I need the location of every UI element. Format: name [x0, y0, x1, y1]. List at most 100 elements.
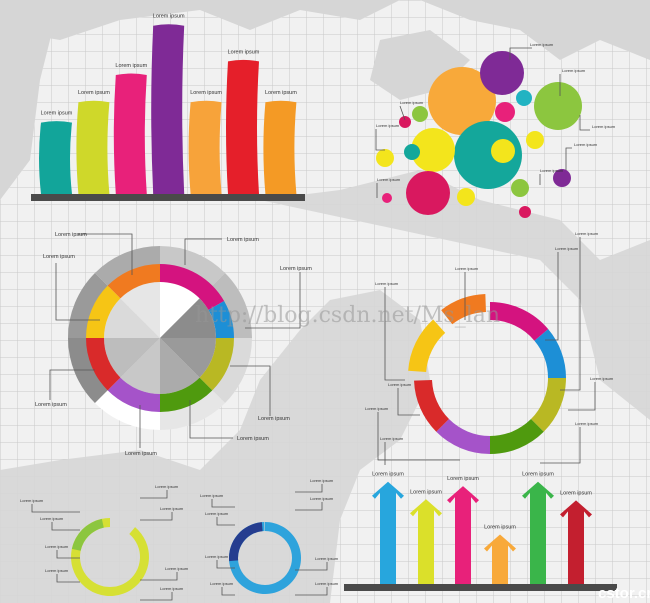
ring-segment: [160, 264, 225, 310]
leader-line: [295, 502, 323, 511]
label: Lorem ipsum: [555, 246, 579, 251]
label: Lorem ipsum: [560, 490, 592, 496]
leader-line: [216, 517, 235, 526]
outer-grey-segment: [160, 246, 226, 288]
label: Lorem ipsum: [200, 493, 224, 498]
label: Lorem ipsum: [530, 42, 554, 47]
leader-line: [78, 233, 133, 275]
label: Lorem ipsum: [522, 472, 554, 478]
ring-segment-exploded: [441, 294, 486, 325]
ring-segment: [199, 338, 234, 391]
label: Lorem ipsum: [310, 496, 334, 501]
ring-segment: [490, 419, 544, 454]
label: Lorem ipsum: [592, 124, 616, 129]
bubble: [428, 67, 496, 135]
label: Lorem ipsum: [210, 581, 234, 586]
leader-line: [295, 587, 328, 596]
bar: [226, 59, 259, 195]
bar: [263, 100, 297, 194]
inner-pie-wedge: [160, 338, 216, 378]
label: Lorem ipsum: [45, 544, 69, 549]
ring-segment: [490, 302, 549, 341]
outer-grey-segment: [160, 388, 226, 430]
bar-baseline: [31, 194, 305, 201]
ring-segment: [107, 264, 160, 299]
inner-pie-wedge: [120, 338, 160, 394]
leader-line: [140, 490, 168, 499]
leader-line: [184, 238, 222, 265]
label: Lorem ipsum: [205, 511, 229, 516]
label: Lorem ipsum: [388, 382, 412, 387]
label: Lorem ipsum: [377, 177, 401, 182]
bubble: [480, 51, 524, 95]
leader-line: [31, 504, 80, 513]
leader-line: [189, 400, 233, 439]
arrow: [447, 486, 479, 584]
label: Lorem ipsum: [228, 49, 260, 55]
arrow: [484, 534, 516, 584]
leader-line: [384, 287, 405, 381]
label: Lorem ipsum: [20, 498, 44, 503]
inner-pie-wedge: [104, 338, 160, 378]
label: Lorem ipsum: [160, 506, 184, 511]
label: Lorem ipsum: [315, 581, 339, 586]
ring-infographic-left: Lorem ipsum Lorem ipsum Lorem ipsum Lorem i…: [35, 232, 312, 457]
ring-segment: [436, 419, 490, 454]
label: Lorem ipsum: [375, 281, 399, 286]
arrow-infographic: Lorem ipsum Lorem ipsum Lorem ipsum Lorem i…: [344, 472, 617, 591]
inner-pie-wedge: [160, 298, 216, 338]
label: Lorem ipsum: [574, 142, 598, 147]
arrow: [372, 481, 404, 584]
bubble: [516, 90, 532, 106]
bar-infographic: Lorem ipsum Lorem ipsum Lorem ipsum Lorem i…: [31, 14, 305, 201]
label: Lorem ipsum: [258, 416, 290, 422]
label: Lorem ipsum: [410, 489, 442, 495]
label: Lorem ipsum: [447, 476, 479, 482]
leader-line: [56, 550, 80, 559]
label: Lorem ipsum: [575, 421, 599, 426]
leader-line: [245, 272, 301, 329]
bubble: [495, 102, 515, 122]
outer-grey-segment: [94, 246, 160, 288]
inner-pie-wedge: [160, 338, 200, 394]
label: Lorem ipsum: [372, 472, 404, 478]
leader-line: [140, 572, 178, 581]
outer-grey-segment: [94, 388, 160, 430]
leader-line: [568, 382, 596, 411]
leader-line: [560, 237, 581, 391]
site-watermark: cstor.cn: [598, 585, 650, 602]
leader-line: [545, 252, 559, 341]
ring-segment: [534, 329, 566, 378]
label: Lorem ipsum: [153, 14, 185, 20]
outer-grey-segment: [210, 272, 252, 338]
leader-line: [295, 484, 323, 493]
bubble: [511, 179, 529, 197]
label: Lorem ipsum: [562, 68, 586, 73]
bubble: [454, 121, 522, 189]
bubble-infographic: Lorem ipsum Lorem ipsum Lorem ipsum Lorem i…: [375, 42, 616, 218]
label: Lorem ipsum: [380, 436, 404, 441]
ring-segment: [414, 380, 449, 432]
label: Lorem ipsum: [125, 451, 157, 457]
label: Lorem ipsum: [41, 111, 73, 117]
label: Lorem ipsum: [237, 436, 269, 442]
label: Lorem ipsum: [484, 525, 516, 531]
label: Lorem ipsum: [160, 586, 184, 591]
label: Lorem ipsum: [227, 237, 259, 243]
arrow: [522, 481, 554, 584]
leader-line: [375, 129, 385, 151]
inner-pie-wedge: [104, 298, 160, 338]
arrow-baseline: [344, 584, 617, 591]
label: Lorem ipsum: [280, 266, 312, 272]
bubble: [457, 188, 475, 206]
bubble: [382, 193, 392, 203]
leader-line: [56, 574, 80, 583]
ring-segment: [86, 338, 121, 391]
bar: [113, 73, 147, 194]
label: Lorem ipsum: [205, 554, 229, 559]
blog-watermark: http://blog.csdn.net/Ms_lan: [195, 303, 500, 328]
ring-infographic-right: Lorem ipsum Lorem ipsum Lorem ipsum Lorem i…: [365, 231, 614, 465]
leader-line: [230, 365, 271, 416]
